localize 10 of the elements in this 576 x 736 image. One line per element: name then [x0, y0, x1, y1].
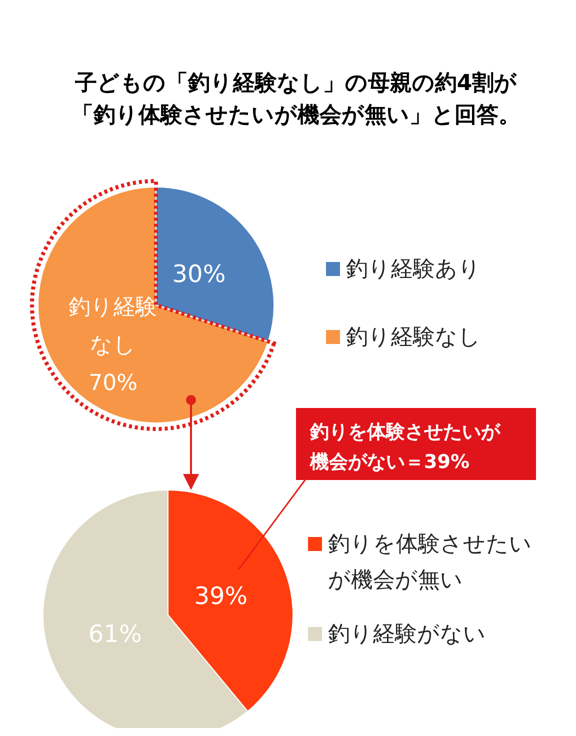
text: 釣りを体験させたいが機会がない＝39%	[309, 421, 501, 473]
data-label: 釣り経験なし70%	[68, 295, 158, 396]
legend-label: 釣りを体験させたいが機会が無い	[328, 532, 532, 593]
legend-label: 釣り経験がない	[328, 622, 486, 647]
chart-title: 子どもの「釣り経験なし」の母親の約4割が「釣り体験させたいが機会が無い」と回答。	[72, 71, 520, 128]
data-label: 39%	[194, 582, 248, 610]
legend-label: 釣り経験なし	[346, 325, 481, 350]
legend-label: 釣り経験あり	[346, 257, 481, 282]
data-label: 30%	[172, 260, 226, 288]
data-label: 61%	[88, 620, 142, 648]
